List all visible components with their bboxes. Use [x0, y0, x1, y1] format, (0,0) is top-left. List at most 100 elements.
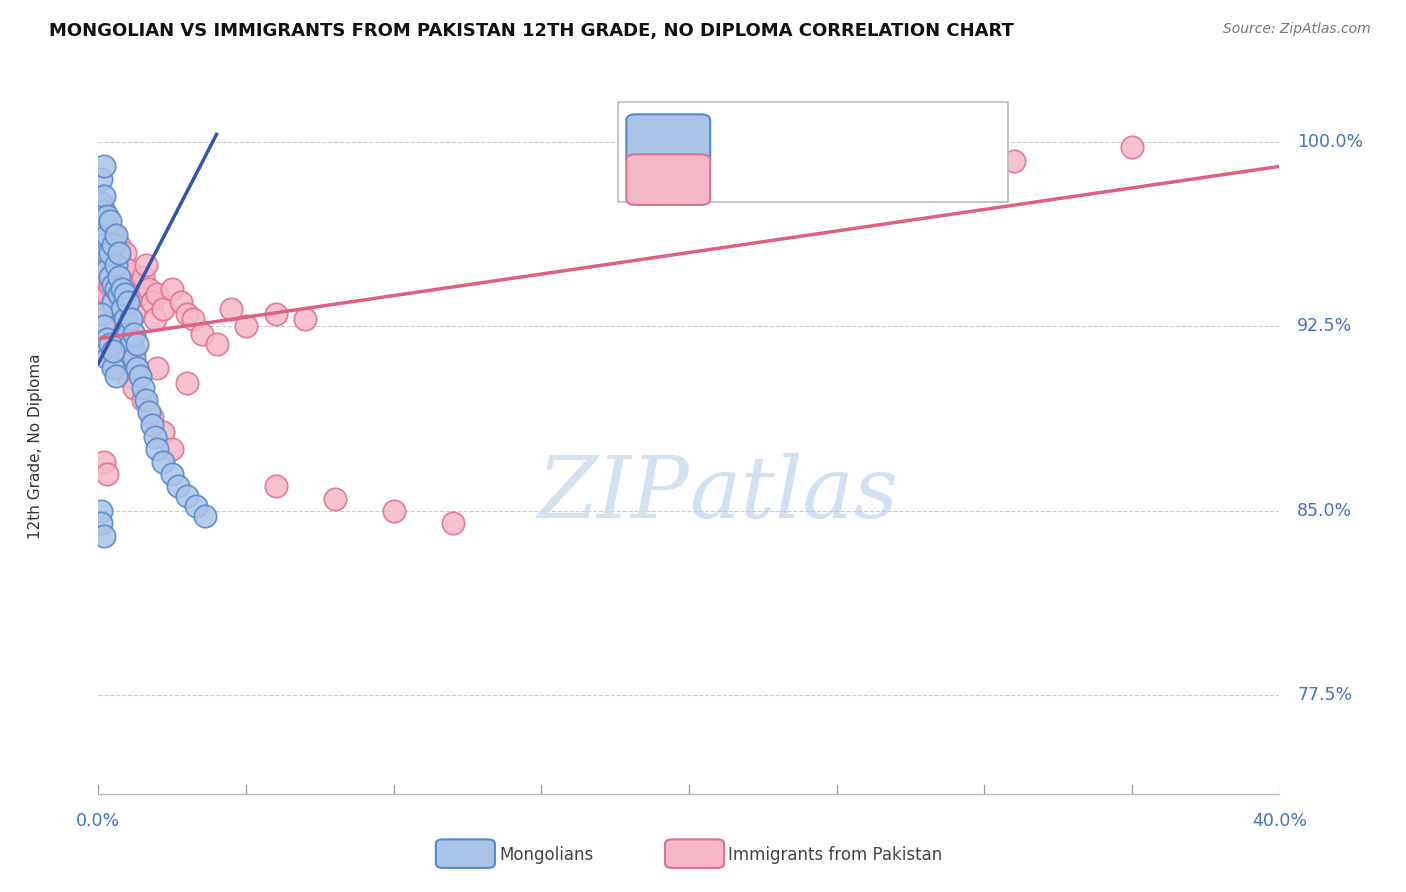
Point [98, 277, 121, 292]
Point [143, 430, 166, 444]
Point [111, 326, 134, 341]
Point [162, 282, 183, 296]
Point [176, 376, 198, 390]
Point [90, 262, 112, 277]
Point [93, 160, 115, 174]
Point [441, 516, 464, 531]
Point [117, 368, 139, 383]
Point [141, 417, 163, 432]
Point [93, 272, 115, 286]
Point [90, 307, 112, 321]
Point [96, 228, 118, 243]
Point [194, 508, 217, 523]
Point [98, 245, 121, 260]
Text: 85.0%: 85.0% [1298, 502, 1353, 520]
Point [96, 258, 118, 272]
Point [122, 326, 145, 341]
Point [105, 282, 128, 296]
Point [96, 351, 118, 366]
Point [128, 287, 150, 301]
Point [98, 270, 121, 285]
Point [105, 282, 128, 296]
Point [117, 294, 139, 309]
Point [96, 287, 118, 301]
Point [176, 307, 198, 321]
Point [323, 491, 346, 506]
Point [122, 343, 145, 358]
Point [90, 196, 112, 211]
Point [138, 405, 160, 419]
Point [90, 307, 112, 321]
Point [96, 332, 118, 346]
Point [98, 336, 121, 351]
FancyBboxPatch shape [619, 102, 1008, 202]
Point [105, 368, 128, 383]
Point [117, 294, 139, 309]
Point [382, 504, 405, 518]
Point [93, 189, 115, 203]
Point [108, 343, 131, 358]
Text: 12th Grade, No Diploma: 12th Grade, No Diploma [28, 353, 42, 539]
Text: N = 72: N = 72 [858, 170, 921, 188]
Point [103, 312, 125, 326]
Point [90, 213, 112, 227]
Point [1121, 139, 1143, 153]
Point [138, 282, 160, 296]
Point [122, 381, 145, 395]
Point [111, 258, 134, 272]
Point [90, 282, 112, 296]
Point [93, 319, 115, 334]
Point [93, 238, 115, 252]
FancyBboxPatch shape [626, 154, 710, 205]
Point [108, 245, 131, 260]
Point [90, 504, 112, 518]
Point [184, 499, 207, 513]
Text: R = 0.211: R = 0.211 [723, 170, 813, 188]
Text: 40.0%: 40.0% [1251, 812, 1308, 830]
Point [114, 245, 136, 260]
Text: N = 61: N = 61 [858, 130, 921, 149]
Point [120, 282, 142, 296]
Point [122, 351, 145, 366]
Point [294, 312, 316, 326]
Point [96, 262, 118, 277]
Text: Immigrants from Pakistan: Immigrants from Pakistan [728, 846, 942, 863]
Point [146, 442, 169, 457]
Point [132, 393, 155, 408]
Point [98, 213, 121, 227]
Point [125, 361, 148, 376]
Text: 77.5%: 77.5% [1298, 687, 1353, 705]
Point [162, 467, 183, 481]
Text: Source: ZipAtlas.com: Source: ZipAtlas.com [1223, 22, 1371, 37]
Point [103, 228, 125, 243]
Point [117, 326, 139, 341]
Point [105, 252, 128, 267]
Point [103, 277, 125, 292]
Point [96, 319, 118, 334]
Point [114, 312, 136, 326]
Point [111, 356, 134, 370]
Point [219, 302, 242, 317]
Point [93, 293, 115, 307]
Point [103, 294, 125, 309]
Point [93, 245, 115, 260]
Text: 92.5%: 92.5% [1298, 318, 1353, 335]
Point [111, 282, 134, 296]
Point [96, 467, 118, 481]
Text: ZIP: ZIP [537, 453, 689, 535]
Point [264, 479, 287, 493]
Point [181, 312, 204, 326]
Point [114, 277, 136, 292]
Point [152, 302, 174, 317]
Point [98, 332, 121, 346]
Point [141, 294, 163, 309]
Point [120, 336, 142, 351]
Point [135, 393, 157, 408]
Point [105, 228, 128, 243]
Point [152, 425, 174, 439]
Point [162, 442, 183, 457]
Point [103, 343, 125, 358]
Point [141, 410, 163, 425]
Point [122, 307, 145, 321]
Point [135, 258, 157, 272]
